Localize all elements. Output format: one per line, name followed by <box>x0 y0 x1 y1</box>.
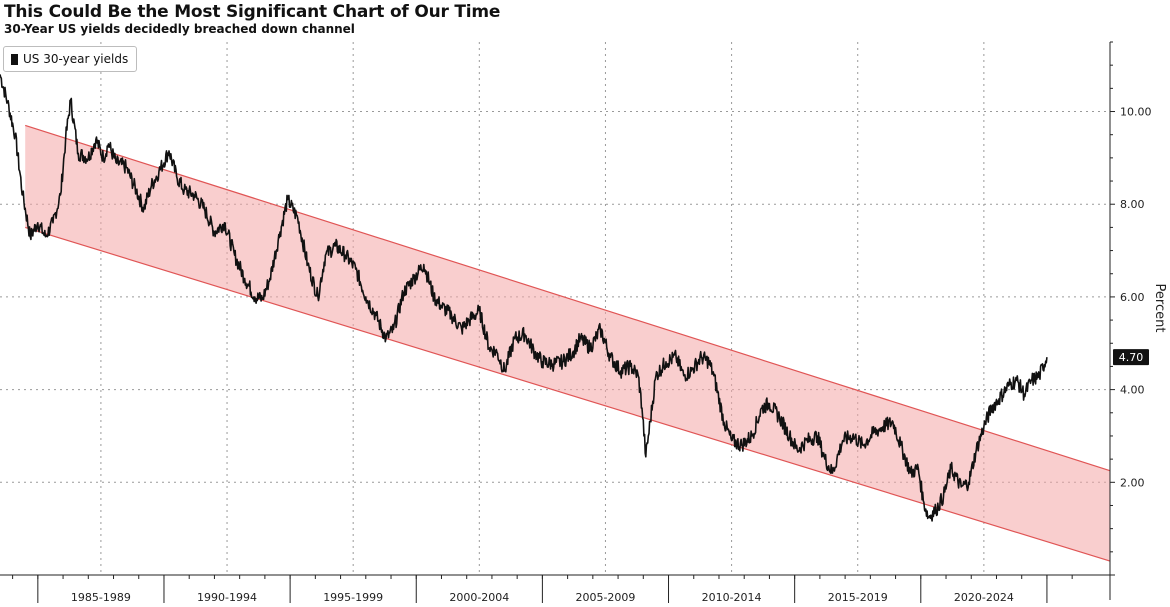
y-tick-label-4: 10.00 <box>1120 106 1152 119</box>
series-line-0 <box>0 74 1048 522</box>
channel-lower-edge <box>25 226 1111 562</box>
chart-title: This Could Be the Most Significant Chart… <box>4 2 501 22</box>
x-tick-label-7: 2020-2024 <box>954 591 1014 604</box>
y-tick-label-1: 4.00 <box>1120 384 1145 397</box>
last-value-text: 4.70 <box>1119 351 1144 364</box>
x-tick-label-4: 2005-2009 <box>575 591 635 604</box>
y-tick-label-3: 8.00 <box>1120 198 1145 211</box>
legend-entry-us-30-year-yields: US 30-year yields <box>23 52 129 66</box>
x-tick-label-5: 2010-2014 <box>702 591 762 604</box>
x-tick-label-2: 1995-1999 <box>323 591 383 604</box>
x-tick-label-0: 1985-1989 <box>71 591 131 604</box>
series-lines <box>0 74 1048 522</box>
last-value-box <box>1113 349 1149 366</box>
x-tick-label-3: 2000-2004 <box>449 591 509 604</box>
y-axis: 2.00 4.00 6.00 8.00 10.00 <box>1109 41 1152 600</box>
y-tick-label-0: 2.00 <box>1120 476 1145 489</box>
chart-subtitle: 30-Year US yields decidedly breached dow… <box>4 22 355 36</box>
x-axis: 1985-1989 1990-1994 1995-1999 2000-2004 2005… <box>0 574 1110 604</box>
last-value-badge: 4.70 <box>1113 349 1149 366</box>
channel-upper-edge <box>25 124 1111 472</box>
y-axis-label: Percent <box>1152 284 1167 333</box>
x-tick-label-1: 1990-1994 <box>197 591 257 604</box>
legend[interactable]: US 30-year yields <box>3 46 138 72</box>
y-tick-label-2: 6.00 <box>1120 291 1145 304</box>
legend-swatch <box>11 53 18 65</box>
x-tick-label-6: 2015-2019 <box>828 591 888 604</box>
